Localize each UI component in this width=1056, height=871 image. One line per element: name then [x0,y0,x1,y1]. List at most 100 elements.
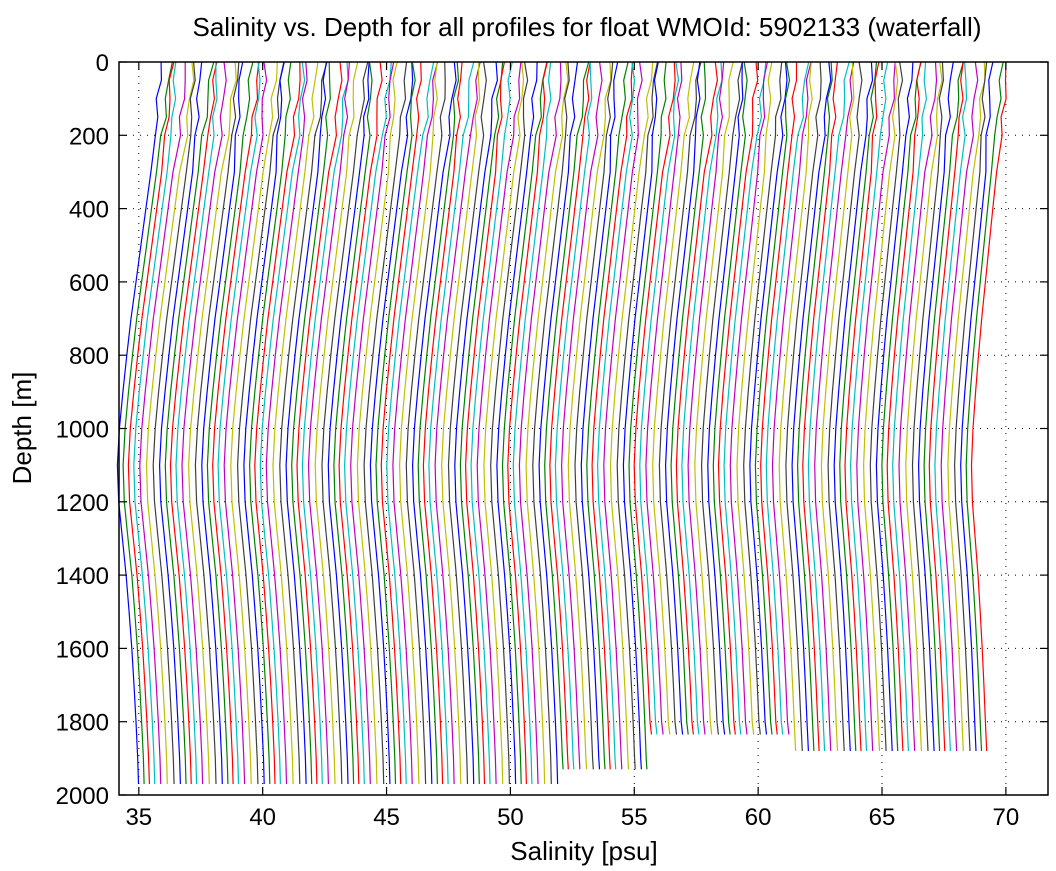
profile-line [856,61,896,752]
y-tick-label: 600 [69,270,109,297]
profile-line [875,61,914,752]
profile-line [616,61,659,770]
profile-line [862,61,899,752]
profile-line [965,61,1004,752]
profile-line [664,61,701,735]
profile-line [760,62,798,735]
profile-line [447,61,487,785]
profile-line [301,61,349,785]
profile-line [291,61,331,785]
y-tick-label: 1400 [56,563,109,590]
profile-line [476,61,522,785]
profile-line [538,61,579,785]
profile-line [194,61,240,785]
profile-line [459,61,504,785]
profile-line [428,61,475,785]
profile-line [560,61,603,770]
profile-line [422,61,463,785]
y-axis-label: Depth [m] [7,372,37,485]
profile-line [259,61,306,785]
profile-line [175,62,218,785]
profile-line [802,61,838,752]
profile-line [512,61,552,785]
profile-line [554,61,593,770]
profile-line [567,61,612,770]
profile-line [279,61,328,785]
profile-line [820,61,855,752]
profile-line [321,61,369,785]
profile-line [827,61,863,752]
profile-line [723,61,767,735]
profile-line [953,61,988,752]
profile-line [633,61,676,735]
profile-line [609,61,654,770]
profile-line [892,61,928,752]
profile-line [127,61,175,785]
profile-line [314,61,359,785]
profile-line [411,61,457,785]
profile-line [217,61,261,785]
profile-line [265,61,308,785]
profile-line [398,61,438,785]
profile-line [603,61,643,770]
profile-line [712,61,748,735]
profile-line [849,61,889,752]
profile-line [681,61,723,735]
x-tick-label: 50 [497,804,524,831]
profile-line [658,61,702,735]
profile-line [675,61,719,735]
profile-line [785,61,822,752]
profile-line [187,61,237,785]
profile-line [652,61,695,735]
profile-line [532,61,570,785]
profile-line [248,61,292,785]
profile-line [622,61,659,770]
profile-line [417,61,460,785]
profile-line [898,61,938,752]
profile-line [230,61,278,785]
x-tick-label: 70 [993,804,1020,831]
profile-line [628,61,667,770]
profile-line [700,61,743,735]
profile-line [839,61,878,752]
profile-line [356,61,398,785]
profile-line [749,61,788,735]
profile-line [670,61,707,735]
profile-line [591,61,634,770]
profile-line [441,61,481,785]
profile-line [778,61,813,752]
profile-line [243,61,285,785]
profile-line [223,61,268,785]
y-tick-label: 1600 [56,636,109,663]
profile-line [164,61,215,785]
profile-line [791,61,832,752]
profile-line [580,61,619,770]
y-tick-label: 800 [69,343,109,370]
profile-line [544,61,590,770]
profile-line [363,61,408,785]
profile-line [369,61,414,785]
profile-line [869,61,904,752]
profile-line [470,61,513,785]
profile-line [307,61,350,785]
profile-line [333,61,373,785]
y-tick-label: 400 [69,197,109,224]
profile-line [754,61,791,735]
profile-line [645,61,683,735]
profile-line [116,61,163,785]
profile-line [501,61,548,785]
profile-line [139,62,186,785]
profile-line [272,61,319,785]
profile-line [507,61,548,785]
profile-line [145,61,195,785]
profile-line [694,61,734,735]
profile-line [405,61,446,785]
profile-line [386,61,435,785]
y-tick-label: 0 [96,50,109,77]
profile-line [525,61,569,785]
profile-line [886,61,922,752]
y-tick-label: 1800 [56,710,109,737]
profile-line [844,61,880,752]
profile-line [917,61,954,752]
